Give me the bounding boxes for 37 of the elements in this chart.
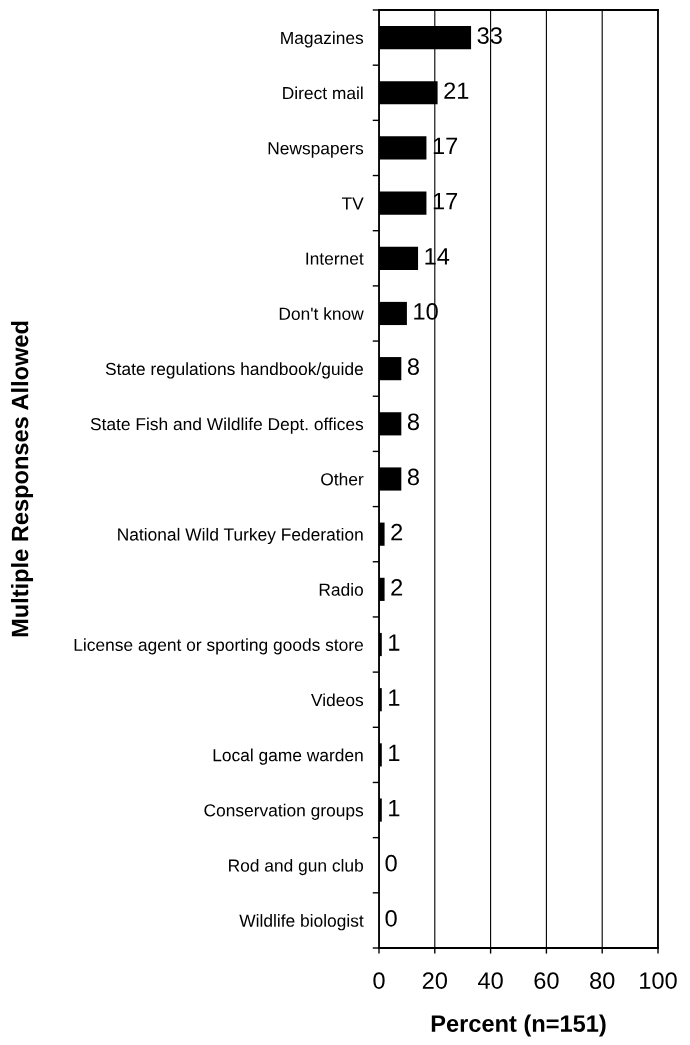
data-label: 2	[391, 578, 403, 596]
y-tick-label: License agent or sporting goods store	[74, 638, 363, 655]
y-tick-label: Newspapers	[268, 142, 364, 158]
y-tick-label: National Wild Turkey Federation	[118, 527, 363, 545]
x-axis-title: Percent (n=151)	[431, 1014, 606, 1037]
y-tick-label: Other	[321, 472, 364, 486]
y-tick-label: Internet	[306, 252, 364, 265]
y-tick-label: Magazines	[281, 31, 364, 48]
x-tick-label: 100	[640, 972, 677, 989]
data-label: 1	[389, 689, 400, 706]
x-tick-label: 40	[478, 972, 503, 989]
y-tick-label: State regulations handbook/guide	[105, 362, 363, 379]
data-label: 2	[391, 523, 403, 541]
y-tick-label: TV	[341, 197, 364, 210]
data-label: 0	[385, 910, 397, 927]
y-tick-label: Conservation groups	[204, 803, 364, 820]
y-tick-label: Radio	[319, 583, 363, 596]
y-tick-label: Don't know	[279, 307, 364, 320]
y-axis-title: Multiple Responses Allowed	[11, 321, 34, 637]
data-label: 8	[407, 413, 419, 431]
x-tick-label: 80	[590, 972, 615, 989]
data-label: 1	[389, 744, 400, 761]
data-label: 21	[444, 82, 469, 99]
x-tick-label: 60	[534, 972, 559, 989]
data-label: 0	[385, 854, 397, 872]
y-tick-label: Local game warden	[213, 748, 363, 765]
x-tick-label: 20	[422, 972, 448, 989]
data-label: 8	[407, 468, 419, 486]
data-label: 1	[389, 799, 400, 817]
y-tick-label: Wildlife biologist	[239, 914, 364, 931]
x-tick-label: 0	[373, 972, 385, 989]
y-tick-label: Rod and gun club	[229, 858, 363, 876]
y-tick-label: State Fish and Wildlife Dept. offices	[90, 417, 364, 434]
data-label: 1	[389, 634, 400, 651]
data-label: 8	[407, 358, 419, 375]
y-tick-label: Videos	[311, 693, 364, 707]
y-tick-label: Direct mail	[283, 86, 363, 100]
